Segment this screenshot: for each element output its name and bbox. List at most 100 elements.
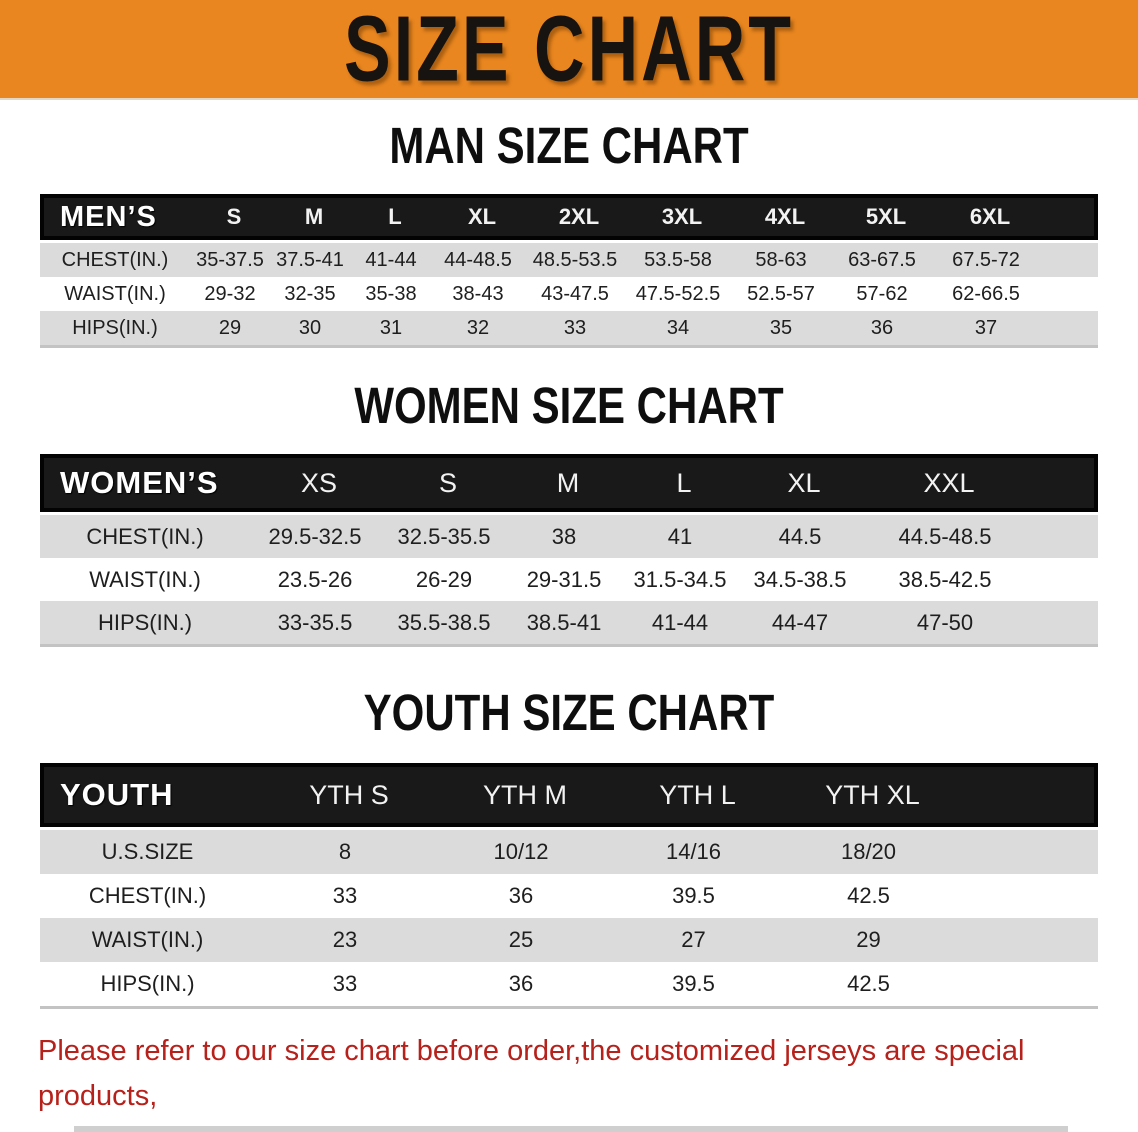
cell-value: 44.5-48.5 bbox=[898, 523, 992, 549]
cell-value: 26-29 bbox=[415, 566, 473, 592]
cell-value: 42.5 bbox=[847, 971, 890, 996]
cell-value: 41-44 bbox=[651, 609, 709, 635]
cell-value: 36 bbox=[870, 316, 894, 339]
youth-size-table: YOUTH YTH S YTH M YTH L YTH XL U.S.SIZE 8 10/12… bbox=[40, 763, 1098, 1009]
table-header-label: MEN’S bbox=[60, 200, 157, 233]
cell-value: 34 bbox=[666, 316, 690, 339]
youth-section-heading: YOUTH SIZE CHART bbox=[0, 684, 1138, 741]
cell-value: 37 bbox=[974, 316, 998, 339]
cell-value: 44-48.5 bbox=[444, 248, 512, 271]
row-label: U.S.SIZE bbox=[101, 839, 194, 864]
cell-value: 38.5-42.5 bbox=[898, 566, 992, 592]
table-row: CHEST(IN.) 35-37.5 37.5-41 41-44 44-48.5 48.5… bbox=[40, 243, 1098, 277]
cell-value: 35-37.5 bbox=[196, 248, 264, 271]
size-column-header: XS bbox=[300, 467, 338, 498]
table-row: U.S.SIZE 8 10/12 14/16 18/20 bbox=[40, 830, 1098, 874]
table-header-label: YOUTH bbox=[60, 777, 174, 812]
cell-value: 37.5-41 bbox=[276, 248, 344, 271]
cell-value: 58-63 bbox=[755, 248, 807, 271]
row-label: CHEST(IN.) bbox=[61, 248, 169, 271]
man-section-heading: MAN SIZE CHART bbox=[0, 117, 1138, 174]
cell-value: 47-50 bbox=[916, 609, 974, 635]
cell-value: 42.5 bbox=[847, 883, 890, 908]
size-column-header: S bbox=[226, 204, 242, 229]
table-row: HIPS(IN.) 29 30 31 32 33 34 35 36 37 bbox=[40, 311, 1098, 345]
row-label: HIPS(IN.) bbox=[72, 316, 158, 339]
bottom-edge-line bbox=[74, 1126, 1068, 1132]
cell-value: 29.5-32.5 bbox=[268, 523, 362, 549]
cell-value: 52.5-57 bbox=[747, 282, 815, 305]
cell-value: 32 bbox=[466, 316, 490, 339]
cell-value: 33-35.5 bbox=[277, 609, 353, 635]
table-row: CHEST(IN.) 29.5-32.5 32.5-35.5 38 41 44.5 44.5… bbox=[40, 515, 1098, 558]
women-section-heading: WOMEN SIZE CHART bbox=[0, 377, 1138, 434]
size-column-header: 4XL bbox=[764, 204, 806, 229]
table-row: WAIST(IN.) 23.5-26 26-29 29-31.5 31.5-34.5 34… bbox=[40, 558, 1098, 601]
row-label: WAIST(IN.) bbox=[89, 566, 201, 592]
size-column-header: M bbox=[556, 467, 580, 498]
row-label: CHEST(IN.) bbox=[86, 523, 204, 549]
cell-value: 25 bbox=[508, 927, 534, 952]
disclaimer-text: Please refer to our size chart before or… bbox=[38, 1029, 1108, 1132]
cell-value: 48.5-53.5 bbox=[532, 248, 618, 271]
cell-value: 67.5-72 bbox=[952, 248, 1020, 271]
cell-value: 38 bbox=[551, 523, 577, 549]
size-column-header: L bbox=[676, 467, 692, 498]
row-label: CHEST(IN.) bbox=[88, 883, 207, 908]
cell-value: 53.5-58 bbox=[644, 248, 712, 271]
cell-value: 38-43 bbox=[452, 282, 504, 305]
row-label: WAIST(IN.) bbox=[64, 282, 166, 305]
table-row: WAIST(IN.) 29-32 32-35 35-38 38-43 43-47.5 47.… bbox=[40, 277, 1098, 311]
size-column-header: YTH S bbox=[309, 779, 389, 810]
size-column-header: 2XL bbox=[558, 204, 600, 229]
cell-value: 29 bbox=[218, 316, 242, 339]
womens-size-table: WOMEN’S XS S M L XL XXL CHEST(IN.) 29.5-32.5 32.5… bbox=[40, 454, 1098, 647]
size-chart-banner: SIZE CHART bbox=[0, 0, 1138, 100]
row-label: WAIST(IN.) bbox=[91, 927, 204, 952]
size-column-header: M bbox=[304, 204, 324, 229]
cell-value: 10/12 bbox=[493, 839, 549, 864]
size-column-header: XL bbox=[787, 467, 821, 498]
cell-value: 62-66.5 bbox=[952, 282, 1020, 305]
women-section-heading-text: WOMEN SIZE CHART bbox=[354, 376, 784, 435]
table-row: CHEST(IN.) 33 36 39.5 42.5 bbox=[40, 874, 1098, 918]
cell-value: 44.5 bbox=[778, 523, 822, 549]
cell-value: 39.5 bbox=[672, 971, 715, 996]
cell-value: 33 bbox=[332, 883, 358, 908]
cell-value: 29-31.5 bbox=[526, 566, 602, 592]
table-header-label: WOMEN’S bbox=[60, 465, 219, 500]
table-header-row: WOMEN’S XS S M L XL XXL bbox=[40, 454, 1098, 512]
table-header-row: MEN’S S M L XL 2XL 3XL 4XL 5XL 6XL bbox=[40, 194, 1098, 240]
cell-value: 27 bbox=[681, 927, 706, 952]
cell-value: 35 bbox=[769, 316, 793, 339]
size-column-header: S bbox=[438, 467, 457, 498]
cell-value: 8 bbox=[338, 839, 352, 864]
size-column-header: 6XL bbox=[969, 204, 1011, 229]
cell-value: 35.5-38.5 bbox=[397, 609, 491, 635]
cell-value: 32.5-35.5 bbox=[397, 523, 491, 549]
disclaimer-line-1: Please refer to our size chart before or… bbox=[38, 1035, 1025, 1112]
cell-value: 14/16 bbox=[665, 839, 722, 864]
table-row: HIPS(IN.) 33-35.5 35.5-38.5 38.5-41 41-44 44-… bbox=[40, 601, 1098, 644]
cell-value: 35-38 bbox=[365, 282, 417, 305]
cell-value: 29-32 bbox=[204, 282, 256, 305]
cell-value: 43-47.5 bbox=[541, 282, 609, 305]
cell-value: 57-62 bbox=[856, 282, 908, 305]
size-column-header: YTH L bbox=[659, 779, 736, 810]
cell-value: 18/20 bbox=[840, 839, 897, 864]
row-label: HIPS(IN.) bbox=[100, 971, 195, 996]
cell-value: 29 bbox=[856, 927, 881, 952]
cell-value: 33 bbox=[332, 971, 358, 996]
size-column-header: YTH M bbox=[483, 779, 567, 810]
size-column-header: 3XL bbox=[661, 204, 703, 229]
cell-value: 33 bbox=[563, 316, 587, 339]
cell-value: 36 bbox=[508, 971, 534, 996]
page-title: SIZE CHART bbox=[344, 0, 794, 101]
cell-value: 31.5-34.5 bbox=[633, 566, 727, 592]
size-column-header: 5XL bbox=[865, 204, 907, 229]
youth-section-heading-text: YOUTH SIZE CHART bbox=[363, 683, 775, 742]
cell-value: 41-44 bbox=[365, 248, 417, 271]
size-column-header: L bbox=[388, 204, 402, 229]
cell-value: 39.5 bbox=[672, 883, 715, 908]
cell-value: 34.5-38.5 bbox=[753, 566, 847, 592]
